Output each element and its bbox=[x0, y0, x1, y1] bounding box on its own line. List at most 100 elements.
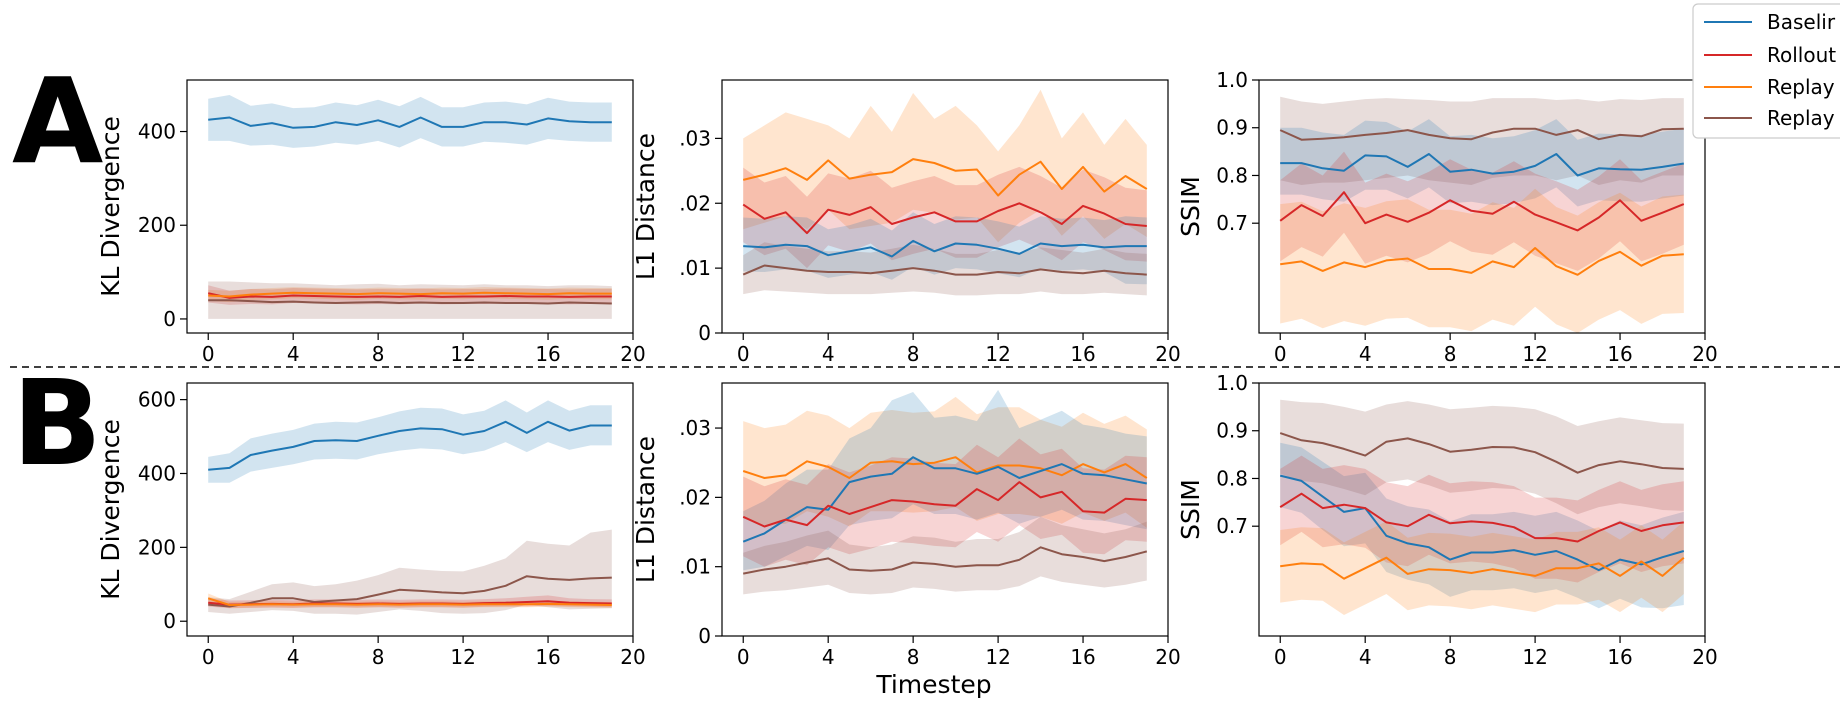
x-tick-label: 20 bbox=[620, 645, 645, 669]
x-tick-label: 0 bbox=[737, 342, 750, 366]
axes-frame bbox=[721, 79, 1169, 334]
confidence-band-1 bbox=[208, 529, 612, 615]
x-tick-label: 4 bbox=[1359, 645, 1372, 669]
x-tick-label: 20 bbox=[620, 342, 645, 366]
x-tick-label: 8 bbox=[907, 645, 920, 669]
x-tick-label: 12 bbox=[1522, 342, 1547, 366]
confidence-band-3 bbox=[1280, 521, 1684, 615]
legend-label-0: Baselir bbox=[1767, 10, 1836, 34]
series-line-0 bbox=[208, 116, 612, 129]
plot-area bbox=[207, 95, 612, 319]
subplot-1: 0 4 8 12 16 20 0 .01 .02 .03 L1 Distance bbox=[631, 79, 1181, 366]
y-tick-label: .01 bbox=[679, 555, 711, 579]
axes-frame bbox=[186, 79, 634, 334]
plot-area bbox=[1279, 399, 1685, 615]
x-tick-label: 4 bbox=[1359, 342, 1372, 366]
series-line-2 bbox=[208, 291, 612, 298]
x-tick-label: 0 bbox=[1274, 645, 1287, 669]
x-tick-label: 4 bbox=[822, 342, 835, 366]
y-tick-label: .01 bbox=[679, 256, 711, 280]
series-line-0 bbox=[208, 420, 612, 471]
y-tick-label: 0.7 bbox=[1216, 514, 1248, 538]
x-tick-label: 16 bbox=[535, 342, 560, 366]
series-line-1 bbox=[742, 202, 1147, 235]
x-tick-label: 20 bbox=[1692, 645, 1717, 669]
confidence-band-0 bbox=[1280, 96, 1684, 185]
y-tick-label: .02 bbox=[679, 191, 711, 215]
series-line-2 bbox=[1279, 191, 1685, 232]
x-tick-label: 16 bbox=[1607, 342, 1632, 366]
series-line-3 bbox=[743, 546, 1148, 575]
series-line-1 bbox=[1280, 153, 1684, 177]
x-tick-label: 8 bbox=[1444, 645, 1457, 669]
x-tick-label: 20 bbox=[1155, 645, 1180, 669]
confidence-band-0 bbox=[1280, 399, 1684, 515]
y-tick-label: 0.8 bbox=[1216, 163, 1248, 187]
legend: Baselir Rollout Replay Replay bbox=[1692, 3, 1840, 139]
confidence-band-1 bbox=[208, 285, 612, 305]
series-line-0 bbox=[1279, 127, 1684, 141]
y-tick-label: 0 bbox=[698, 624, 711, 648]
series-line-0 bbox=[742, 158, 1148, 197]
plot-area bbox=[1279, 96, 1685, 333]
subplot-2: 0 4 8 12 16 20 0.7 0.8 0.9 1.0 SSIM bbox=[1176, 68, 1718, 366]
series-line-3 bbox=[1280, 247, 1684, 276]
y-tick-label: .03 bbox=[679, 126, 711, 150]
confidence-band-3 bbox=[743, 242, 1147, 296]
y-tick-label: 1.0 bbox=[1216, 68, 1248, 92]
legend-entry-1: Rollout bbox=[1704, 43, 1836, 67]
x-tick-label: 8 bbox=[372, 645, 385, 669]
y-tick-label: 0.8 bbox=[1216, 466, 1248, 490]
x-tick-label: 8 bbox=[372, 342, 385, 366]
y-tick-label: 0 bbox=[163, 307, 176, 331]
legend-label-3: Replay bbox=[1767, 106, 1835, 130]
x-tick-label: 12 bbox=[450, 645, 475, 669]
legend-label-2: Replay bbox=[1767, 75, 1835, 99]
confidence-band-1 bbox=[1280, 119, 1684, 207]
series-line-3 bbox=[208, 299, 612, 305]
confidence-band-3 bbox=[1280, 188, 1684, 333]
y-axis-label: SSIM bbox=[1176, 176, 1205, 237]
y-tick-label: 0.9 bbox=[1216, 419, 1248, 443]
x-tick-label: 12 bbox=[985, 645, 1010, 669]
legend-entry-0: Baselir bbox=[1704, 10, 1836, 34]
y-axis-label: KL Divergence bbox=[96, 419, 125, 600]
subplot-4: 0 4 8 12 16 20 0 .01 .02 .03 L1 Distance bbox=[631, 382, 1181, 669]
series-line-3 bbox=[742, 264, 1147, 276]
y-axis-label: SSIM bbox=[1176, 479, 1205, 540]
confidence-band-1 bbox=[743, 389, 1147, 571]
confidence-band-3 bbox=[743, 516, 1147, 595]
plot-area bbox=[207, 400, 612, 615]
confidence-band-0 bbox=[208, 400, 612, 483]
x-tick-label: 8 bbox=[1444, 342, 1457, 366]
y-tick-label: 400 bbox=[138, 461, 176, 485]
subplot-5: 0 4 8 12 16 20 0.7 0.8 0.9 1.0 SSIM bbox=[1176, 371, 1718, 669]
y-tick-label: 0.9 bbox=[1216, 116, 1248, 140]
y-axis-label: L1 Distance bbox=[631, 436, 660, 583]
y-tick-label: 200 bbox=[138, 535, 176, 559]
x-tick-label: 12 bbox=[1522, 645, 1547, 669]
confidence-band-2 bbox=[1280, 455, 1684, 583]
axes-frame bbox=[186, 382, 634, 637]
y-tick-label: 0 bbox=[163, 609, 176, 633]
series-line-3 bbox=[1280, 556, 1685, 580]
row-letter-a: A bbox=[12, 52, 103, 190]
x-tick-label: 4 bbox=[287, 645, 300, 669]
y-tick-label: 600 bbox=[138, 388, 176, 412]
axes-frame bbox=[1258, 79, 1706, 334]
y-tick-label: 0 bbox=[698, 321, 711, 345]
confidence-band-3 bbox=[208, 281, 612, 319]
x-tick-label: 16 bbox=[535, 645, 560, 669]
y-axis-label: KL Divergence bbox=[96, 116, 125, 297]
x-tick-label: 12 bbox=[450, 342, 475, 366]
shared-x-axis-label: Timestep bbox=[875, 670, 991, 699]
series-line-1 bbox=[208, 575, 612, 608]
axes-frame bbox=[721, 382, 1169, 637]
series-line-0 bbox=[742, 456, 1148, 479]
x-tick-label: 0 bbox=[202, 645, 215, 669]
x-tick-label: 0 bbox=[1274, 342, 1287, 366]
